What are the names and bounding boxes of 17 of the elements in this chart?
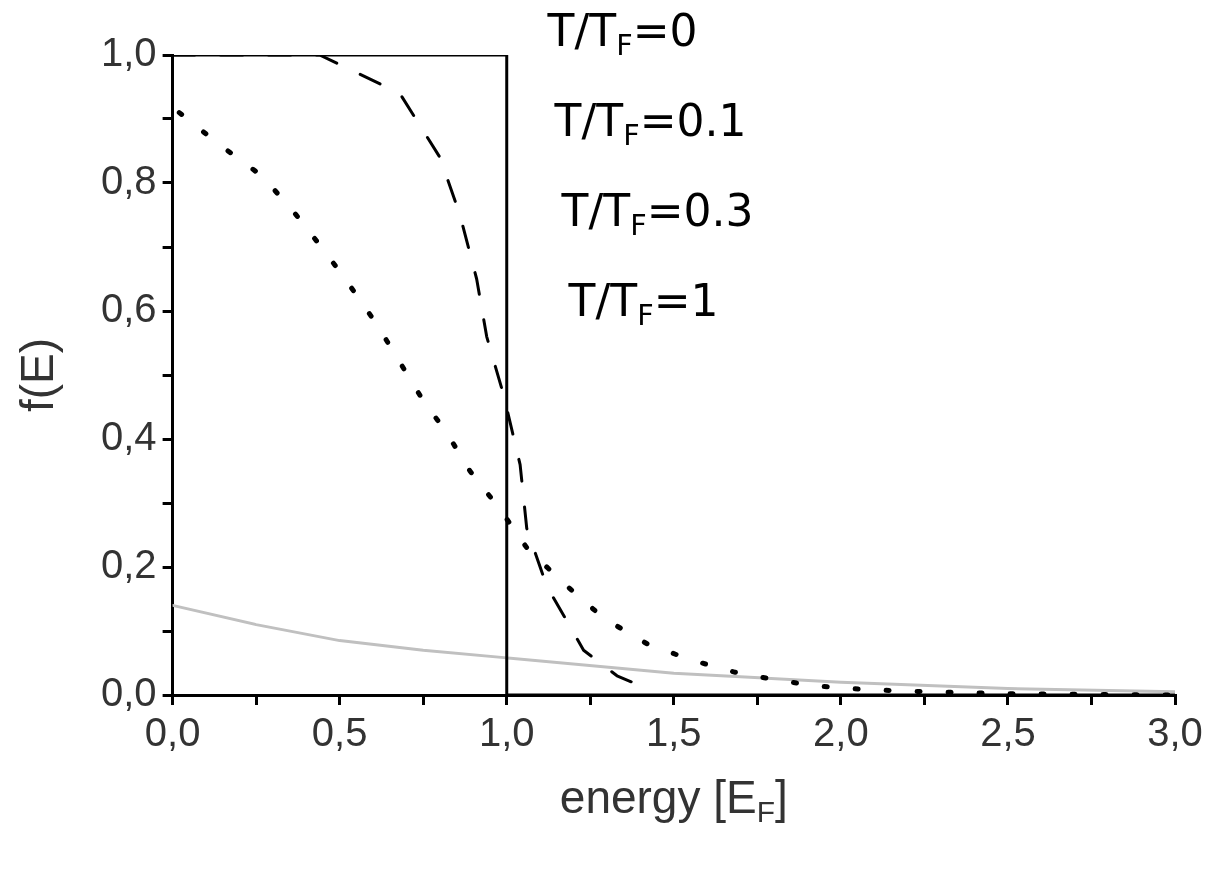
y-tick-label: 0,2 — [101, 542, 157, 587]
y-tick-label: 0,4 — [101, 414, 157, 459]
annotation: T/T$_{F}$=0 — [547, 5, 698, 62]
annotation: T/T$_{F}$=0.3 — [561, 185, 754, 242]
y-axis-title: f(E) — [10, 337, 65, 413]
x-tick-label: 0,5 — [311, 710, 368, 755]
annotation: T/T$_{F}$=0.1 — [554, 95, 747, 152]
y-tick-label: 0,6 — [101, 286, 157, 331]
x-tick-label: 1,0 — [478, 710, 535, 755]
x-tick-label: 2,0 — [813, 710, 869, 755]
annotation: T/T$_{F}$=1 — [568, 275, 719, 332]
x-axis-title: energy [E$_{F}$] — [559, 770, 788, 829]
x-tick-label: 3,0 — [1147, 710, 1203, 755]
y-tick-label: 1,0 — [101, 30, 157, 75]
x-tick-label: 1,5 — [646, 710, 702, 755]
y-tick-label: 0,8 — [101, 158, 157, 203]
x-tick-label: 2,5 — [980, 710, 1036, 755]
